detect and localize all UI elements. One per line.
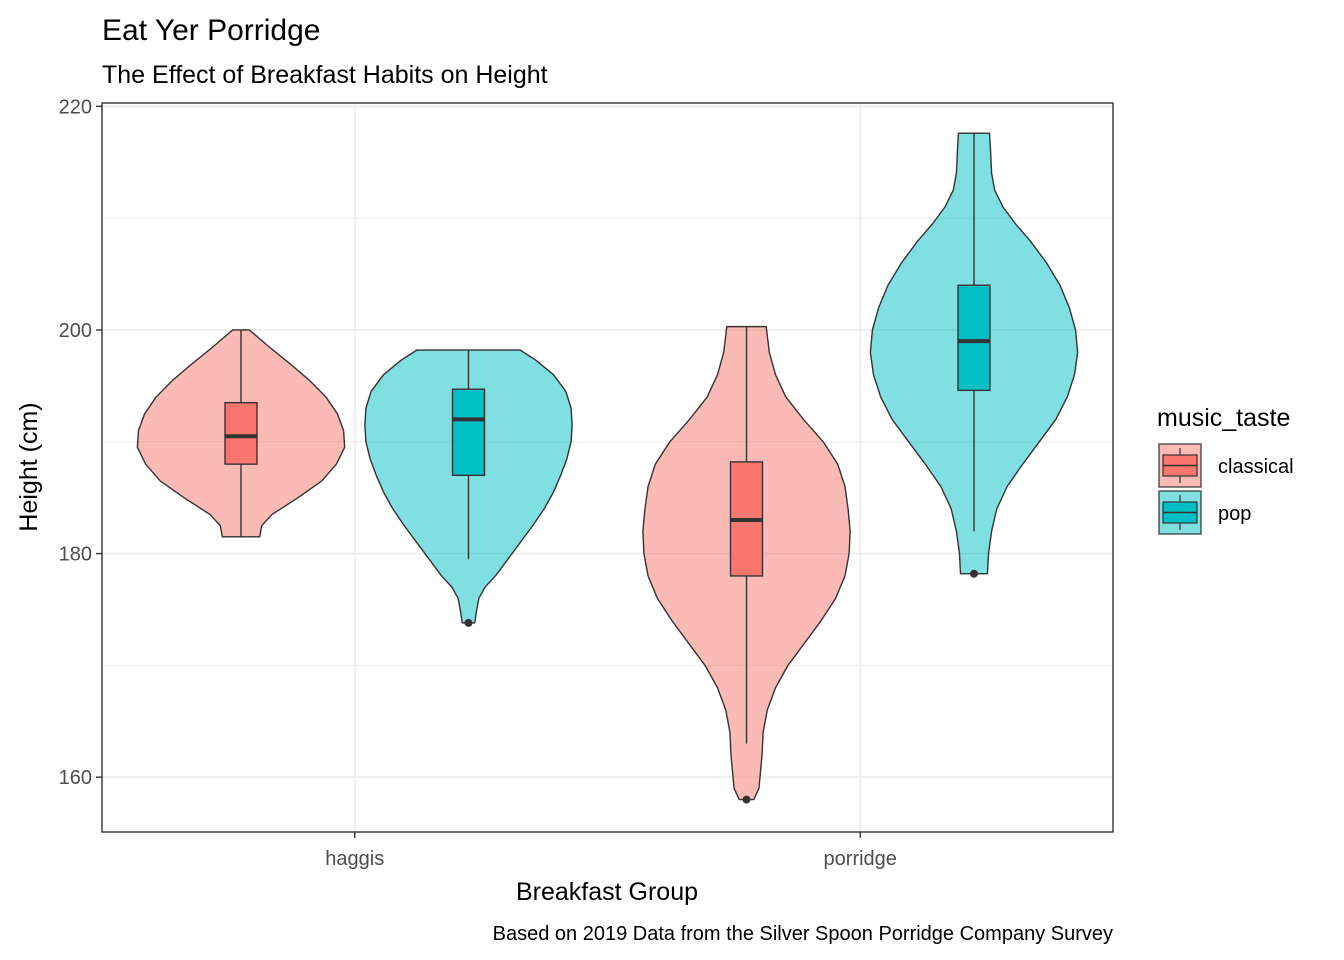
box-pop-porridge bbox=[957, 284, 991, 392]
legend-title: music_taste bbox=[1157, 404, 1290, 432]
plot-panel bbox=[101, 102, 1114, 833]
box-pop-haggis bbox=[451, 388, 486, 477]
y-tick-label: 220 bbox=[59, 96, 92, 118]
x-axis-label: Breakfast Group bbox=[516, 878, 698, 906]
outlier-point-pop-porridge bbox=[969, 569, 978, 578]
y-tick-label: 200 bbox=[59, 320, 92, 342]
x-tick-label-porridge: porridge bbox=[824, 848, 897, 870]
legend: music_taste classical pop bbox=[1157, 404, 1294, 535]
y-axis: 160 180 200 220 bbox=[59, 96, 102, 789]
outlier-point-pop-haggis bbox=[464, 618, 473, 627]
outlier-point-classical-porridge bbox=[742, 795, 751, 804]
legend-keys: classical pop bbox=[1158, 443, 1294, 535]
legend-label-classical: classical bbox=[1218, 456, 1294, 478]
boxplot-layer bbox=[224, 133, 991, 804]
chart-title: Eat Yer Porridge bbox=[102, 14, 320, 47]
chart-subtitle: The Effect of Breakfast Habits on Height bbox=[102, 61, 548, 89]
x-axis: haggis porridge bbox=[325, 832, 897, 870]
box-classical-haggis bbox=[224, 401, 258, 465]
y-tick-label: 180 bbox=[59, 544, 92, 566]
y-axis-label: Height (cm) bbox=[15, 402, 43, 531]
chart-caption: Based on 2019 Data from the Silver Spoon… bbox=[493, 923, 1113, 945]
panel-border bbox=[101, 102, 1114, 833]
legend-label-pop: pop bbox=[1218, 503, 1251, 525]
y-tick-label: 160 bbox=[59, 767, 92, 789]
x-tick-label-haggis: haggis bbox=[325, 848, 384, 870]
